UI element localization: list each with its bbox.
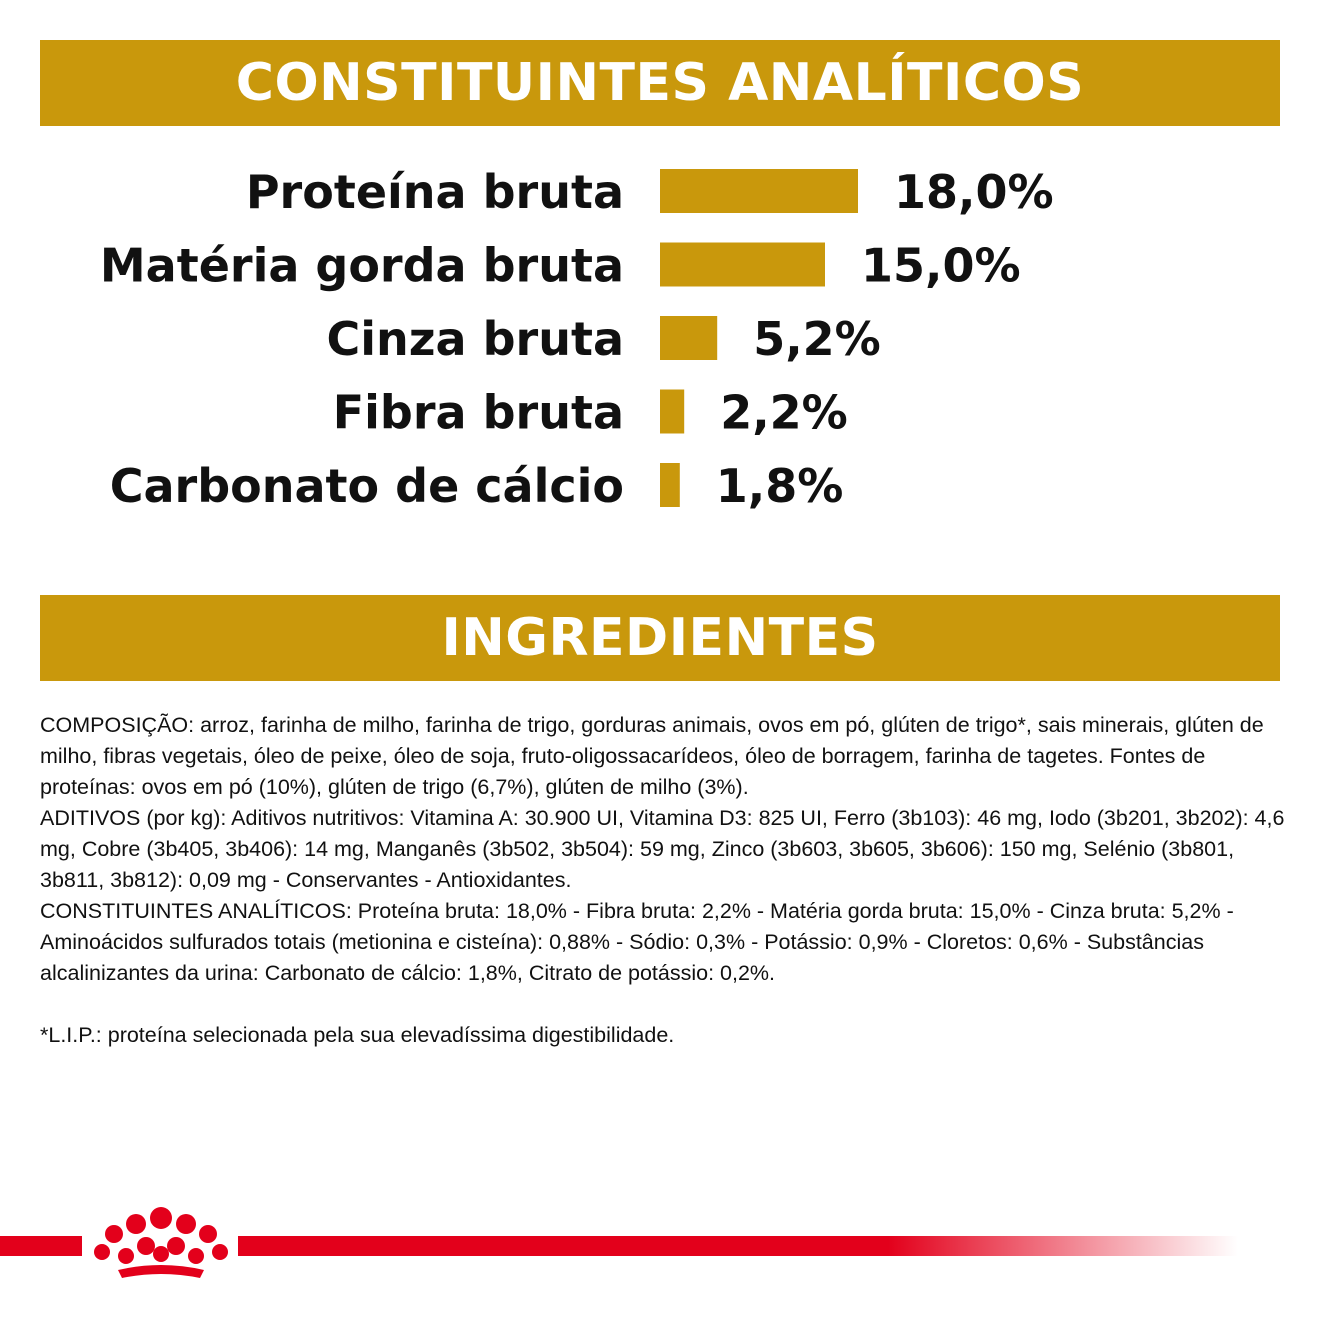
crown-icon	[94, 1207, 228, 1278]
value-label: 1,8%	[716, 459, 844, 513]
bar	[660, 389, 685, 434]
value-label: 18,0%	[894, 165, 1054, 219]
category-label: Fibra bruta	[333, 386, 624, 440]
category-label: Proteína bruta	[246, 165, 624, 219]
ingredients-text: COMPOSIÇÃO: arroz, farinha de milho, far…	[40, 710, 1285, 1051]
bar	[660, 169, 858, 213]
analytical-constituents-title: CONSTITUINTES ANALÍTICOS	[235, 53, 1085, 113]
value-label: 2,2%	[720, 386, 848, 440]
category-label: Carbonato de cálcio	[110, 459, 624, 513]
ingredients-title: INGREDIENTES	[441, 608, 879, 668]
brand-line-right	[238, 1236, 1238, 1256]
category-label: Cinza bruta	[327, 312, 625, 366]
nutrient-bar-chart: Proteína bruta 18,0% Matéria gorda bruta 15…	[100, 165, 1054, 513]
value-label: 5,2%	[753, 312, 881, 366]
bar	[660, 242, 825, 287]
bar	[660, 316, 718, 360]
brand-line-left	[0, 1236, 82, 1256]
bar	[660, 463, 680, 507]
analytical-constituents-header: CONSTITUINTES ANALÍTICOS	[40, 40, 1280, 126]
value-label: 15,0%	[861, 239, 1021, 293]
composition-paragraph: COMPOSIÇÃO: arroz, farinha de milho, far…	[40, 713, 1264, 799]
ingredients-header: INGREDIENTES	[40, 595, 1280, 681]
analytical-paragraph: CONSTITUINTES ANALÍTICOS: Proteína bruta…	[40, 899, 1234, 985]
additives-paragraph: ADITIVOS (por kg): Aditivos nutritivos: …	[40, 806, 1285, 892]
category-label: Matéria gorda bruta	[100, 239, 624, 293]
footnote: *L.I.P.: proteína selecionada pela sua e…	[40, 1023, 675, 1047]
